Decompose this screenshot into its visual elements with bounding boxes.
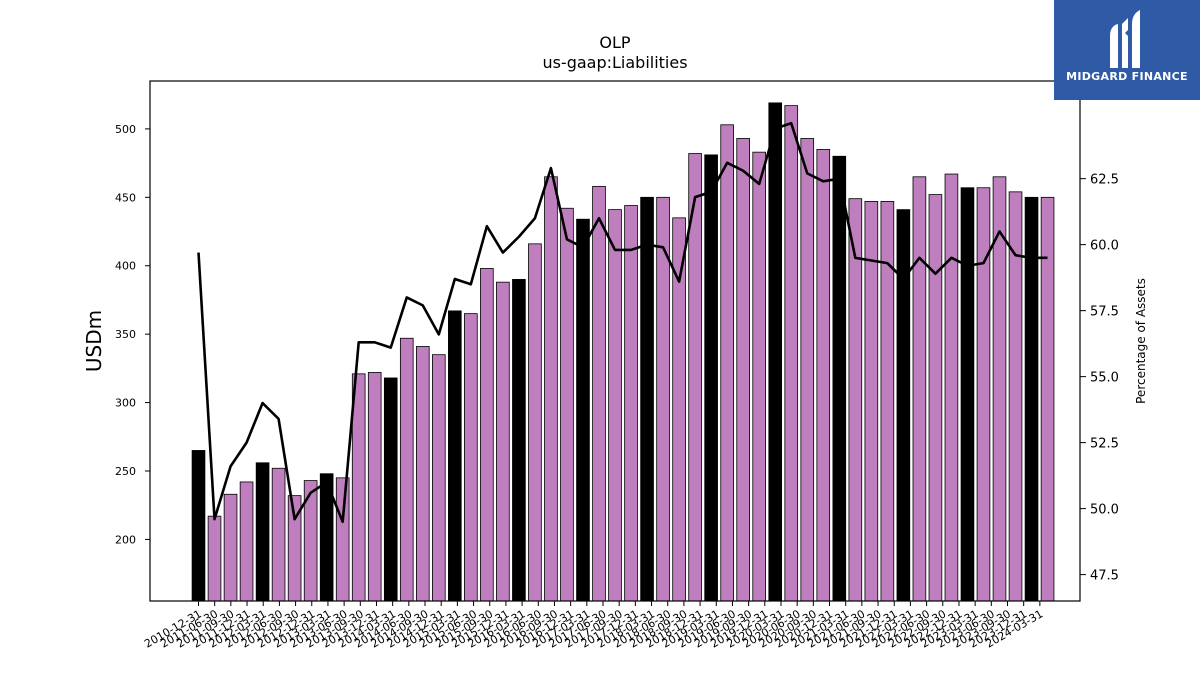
bar-2011-03-31 bbox=[207, 515, 222, 602]
bar-2011-09-30 bbox=[239, 481, 254, 602]
bar-2016-06-30 bbox=[544, 176, 558, 602]
percentage-line bbox=[197, 121, 1048, 524]
y2-tick-label: 60.0 bbox=[1090, 239, 1119, 254]
y-tick-label: 500 bbox=[115, 123, 136, 136]
bar-2016-12-31 bbox=[576, 218, 590, 602]
bar-2013-06-30 bbox=[351, 373, 366, 602]
bar-2022-03-31 bbox=[912, 176, 927, 602]
y-tick-label: 350 bbox=[115, 328, 136, 341]
bar-2018-12-31 bbox=[704, 154, 718, 602]
bar-2013-12-31 bbox=[383, 377, 398, 602]
bar-2020-12-31 bbox=[832, 155, 847, 602]
y-tick-label: 300 bbox=[115, 397, 136, 410]
bars-group bbox=[191, 102, 1055, 602]
brand-logo: MIDGARD FINANCE bbox=[1054, 0, 1200, 100]
y2-tick-label: 55.0 bbox=[1090, 371, 1119, 386]
plot-frame bbox=[149, 80, 1081, 602]
bar-2020-09-30 bbox=[816, 149, 831, 602]
bar-2019-12-31 bbox=[768, 102, 783, 602]
bar-2011-06-30 bbox=[223, 493, 238, 602]
bar-2022-12-31 bbox=[960, 187, 975, 602]
x-axis: 2010-12-312011-06-302011-09-302011-12-31… bbox=[142, 601, 1045, 651]
bar-2015-06-30 bbox=[480, 268, 494, 602]
logo-text: MIDGARD FINANCE bbox=[1066, 70, 1188, 83]
left-axis: 200 250 300 350 400 450 500 bbox=[115, 123, 150, 546]
bar-2014-09-30 bbox=[431, 354, 446, 602]
bar-2017-03-31 bbox=[592, 185, 606, 602]
bar-2014-03-31 bbox=[399, 337, 414, 602]
bar-2016-03-31 bbox=[528, 243, 542, 602]
y2-tick-label: 62.5 bbox=[1090, 173, 1119, 188]
bar-2022-06-30 bbox=[928, 194, 943, 602]
y-axis-label: USDm bbox=[82, 310, 106, 372]
bar-2019-06-30 bbox=[736, 138, 750, 602]
bar-2015-09-30 bbox=[496, 281, 510, 602]
bar-2022-09-30 bbox=[944, 173, 959, 602]
chart-subtitle: us-gaap:Liabilities bbox=[542, 53, 687, 72]
y2-tick-label: 47.5 bbox=[1090, 569, 1119, 584]
bar-2017-12-31 bbox=[640, 196, 654, 602]
logo-mark-icon bbox=[1110, 10, 1140, 68]
y2-tick-label: 52.5 bbox=[1090, 437, 1119, 452]
line-group bbox=[197, 121, 1048, 524]
bar-2020-03-31 bbox=[784, 105, 799, 602]
bar-2015-03-31 bbox=[464, 313, 478, 602]
y-tick-label: 200 bbox=[115, 533, 136, 546]
bar-2010-12-31 bbox=[191, 450, 206, 602]
bar-2019-09-30 bbox=[752, 151, 766, 602]
bar-2013-03-31 bbox=[335, 477, 350, 602]
bar-2021-12-31 bbox=[896, 209, 911, 602]
bar-2015-12-31 bbox=[512, 279, 526, 602]
y2-axis-label: Percentage of Assets bbox=[1134, 278, 1148, 404]
bar-2013-09-30 bbox=[367, 372, 382, 602]
bar-2014-12-31 bbox=[448, 310, 462, 602]
right-axis: 47.5 50.0 52.5 55.0 57.5 60.0 62.5 bbox=[1080, 173, 1119, 584]
bar-2014-06-30 bbox=[415, 346, 430, 602]
chart-title: OLP bbox=[599, 33, 631, 52]
bar-2016-09-30 bbox=[560, 207, 574, 602]
bar-2019-03-31 bbox=[720, 124, 734, 602]
bar-2020-06-30 bbox=[800, 138, 815, 602]
y-tick-label: 250 bbox=[115, 465, 136, 478]
bar-2011-12-31 bbox=[255, 462, 270, 602]
y-tick-label: 450 bbox=[115, 191, 136, 204]
bar-2017-06-30 bbox=[608, 209, 622, 602]
y2-tick-label: 57.5 bbox=[1090, 305, 1119, 320]
y2-tick-label: 50.0 bbox=[1090, 503, 1119, 518]
bar-2017-09-30 bbox=[624, 205, 638, 602]
bar-2012-03-31 bbox=[271, 467, 286, 602]
y-tick-label: 400 bbox=[115, 260, 136, 273]
bar-2023-03-31 bbox=[976, 187, 991, 602]
